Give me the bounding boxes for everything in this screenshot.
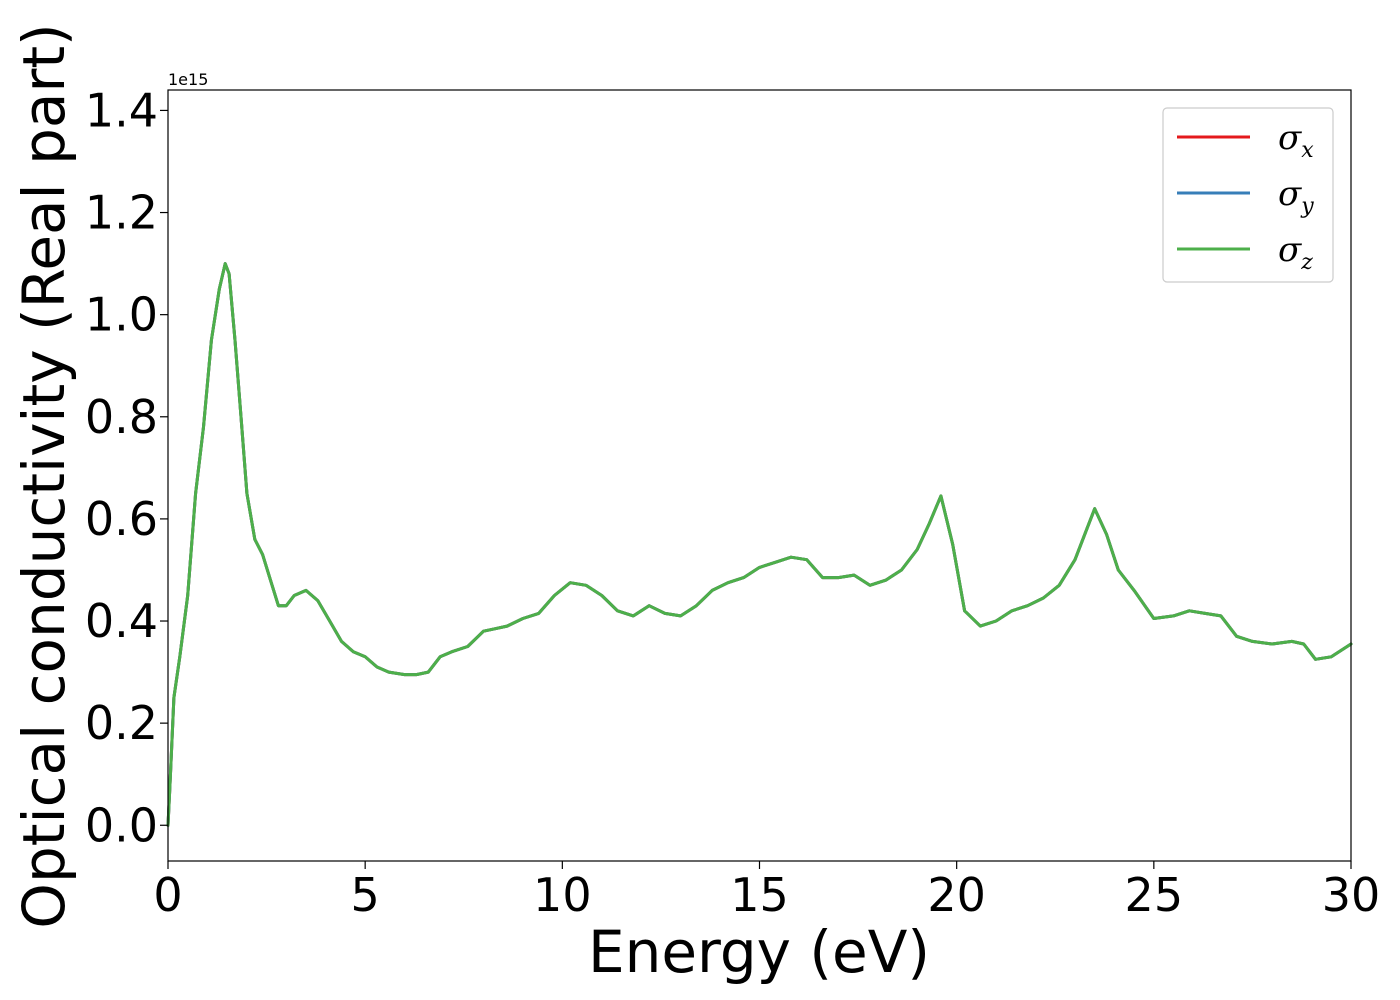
y-tick-label: 1.0 <box>85 288 158 342</box>
x-axis-ticks: 0 5 10 15 20 25 30 <box>153 861 1380 922</box>
x-tick-label: 20 <box>927 868 986 922</box>
x-tick-label: 25 <box>1125 868 1184 922</box>
y-tick-label: 1.4 <box>85 83 158 137</box>
x-axis-label: Energy (eV) <box>588 918 930 986</box>
legend-label-z: σz <box>1278 230 1313 275</box>
x-tick-label: 10 <box>533 868 592 922</box>
y-tick-label: 0.6 <box>85 492 158 546</box>
y-tick-label: 1.2 <box>85 186 158 240</box>
legend-box <box>1162 107 1334 283</box>
plot-lines <box>166 262 1353 827</box>
y-tick-label: 0.4 <box>85 594 158 648</box>
y-offset-text: 1e15 <box>168 70 208 89</box>
x-tick-label: 0 <box>153 868 182 922</box>
legend: σx σy σz <box>1162 107 1334 283</box>
series-line-z <box>166 262 1353 827</box>
legend-label-x: σx <box>1278 118 1314 163</box>
y-tick-label: 0.2 <box>85 696 158 750</box>
legend-label-y: σy <box>1278 174 1314 219</box>
x-tick-label: 5 <box>351 868 380 922</box>
y-tick-label: 0.0 <box>85 798 158 852</box>
y-axis-label: Optical conductivity (Real part) <box>10 23 78 928</box>
x-tick-label: 30 <box>1322 868 1381 922</box>
x-tick-label: 15 <box>730 868 789 922</box>
y-axis-ticks: 0.0 0.2 0.4 0.6 0.8 1.0 1.2 1.4 <box>85 83 168 852</box>
y-tick-label: 0.8 <box>85 390 158 444</box>
